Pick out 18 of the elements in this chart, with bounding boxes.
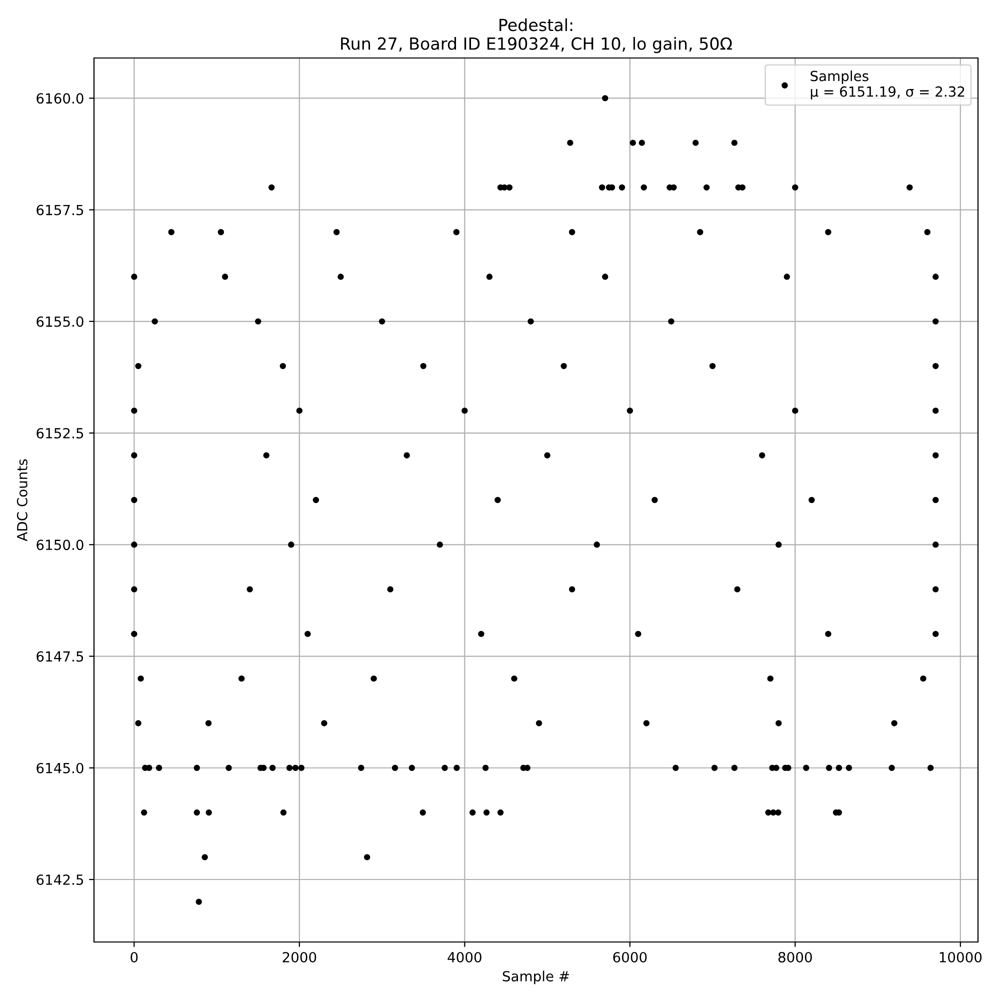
y-axis-title: ADC Counts [16,459,28,542]
x-tick-label: 10000 [940,952,982,962]
x-tick-label: 6000 [613,952,647,962]
x-tick-label: 4000 [448,952,482,962]
y-tick-label: 6155.0 [36,316,84,327]
y-tick-label: 6160.0 [36,93,84,104]
y-tick-label: 6142.5 [36,874,84,885]
x-tick-label: 0 [130,952,138,962]
y-tick-label: 6157.5 [36,204,84,216]
x-tick-label: 8000 [778,952,812,962]
y-tick-label: 6150.0 [36,540,84,550]
x-tick-label: 2000 [282,952,316,962]
legend-label: Samples μ = 6151.19, σ = 2.32 [810,70,964,100]
chart-title: Pedestal: Run 27, Board ID E190324, CH 10, lo gain, 50Ω [341,18,732,54]
x-axis-title: Sample # [502,970,569,984]
y-tick-label: 6147.5 [36,651,84,662]
y-tick-label: 6145.0 [36,762,84,774]
y-tick-label: 6152.5 [36,428,84,439]
